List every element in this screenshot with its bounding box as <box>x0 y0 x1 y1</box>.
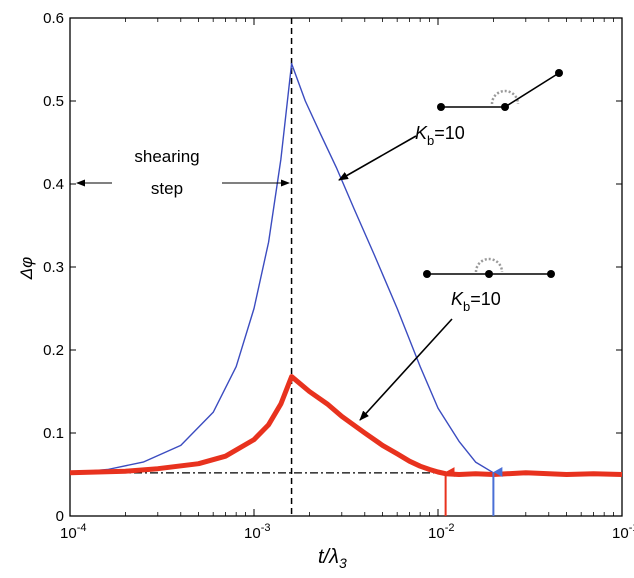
x-tick-label-2: 10-2 <box>428 522 454 542</box>
reference-lines <box>70 18 622 516</box>
y-tick-label-6: 0.6 <box>43 10 64 27</box>
annotation-shearing-line2: step <box>151 179 183 198</box>
y-tick-label-3: 0.3 <box>43 259 64 276</box>
y-tick-label-5: 0.5 <box>43 93 64 110</box>
annotation-kb-upper: Kb=10 <box>415 123 465 148</box>
y-tick-label-4: 0.4 <box>43 176 64 193</box>
y-tick-label-0: 0 <box>56 508 64 525</box>
y-axis-label: Δφ <box>17 257 36 281</box>
y-tick-label-2: 0.2 <box>43 342 64 359</box>
bent-chain-schematic <box>437 69 563 111</box>
annotation-kb-lower: Kb=10 <box>451 289 501 314</box>
x-tick-label-3: 10-1 <box>612 522 634 542</box>
kb-upper-arrow <box>338 135 417 181</box>
threshold-markers <box>444 467 503 516</box>
series-line-1 <box>69 374 623 477</box>
axis-ticks: 0 0.1 0.2 0.3 0.4 0.5 0.6 10-4 10-3 10-2 10-1 <box>43 10 634 542</box>
x-axis-label: t/λ3 <box>318 546 347 571</box>
x-tick-label-1: 10-3 <box>244 522 270 542</box>
kb-lower-arrow <box>359 318 453 421</box>
straight-chain-schematic <box>423 257 555 278</box>
x-tick-label-0: 10-4 <box>60 522 86 542</box>
annotation-shearing-line1: shearing <box>134 147 199 166</box>
series-line-0 <box>69 62 623 476</box>
plot-frame <box>69 17 623 517</box>
series-group <box>69 62 623 477</box>
straight-hinge-icon <box>474 257 504 273</box>
y-tick-label-1: 0.1 <box>43 425 64 442</box>
bend-hinge-icon <box>490 89 520 105</box>
